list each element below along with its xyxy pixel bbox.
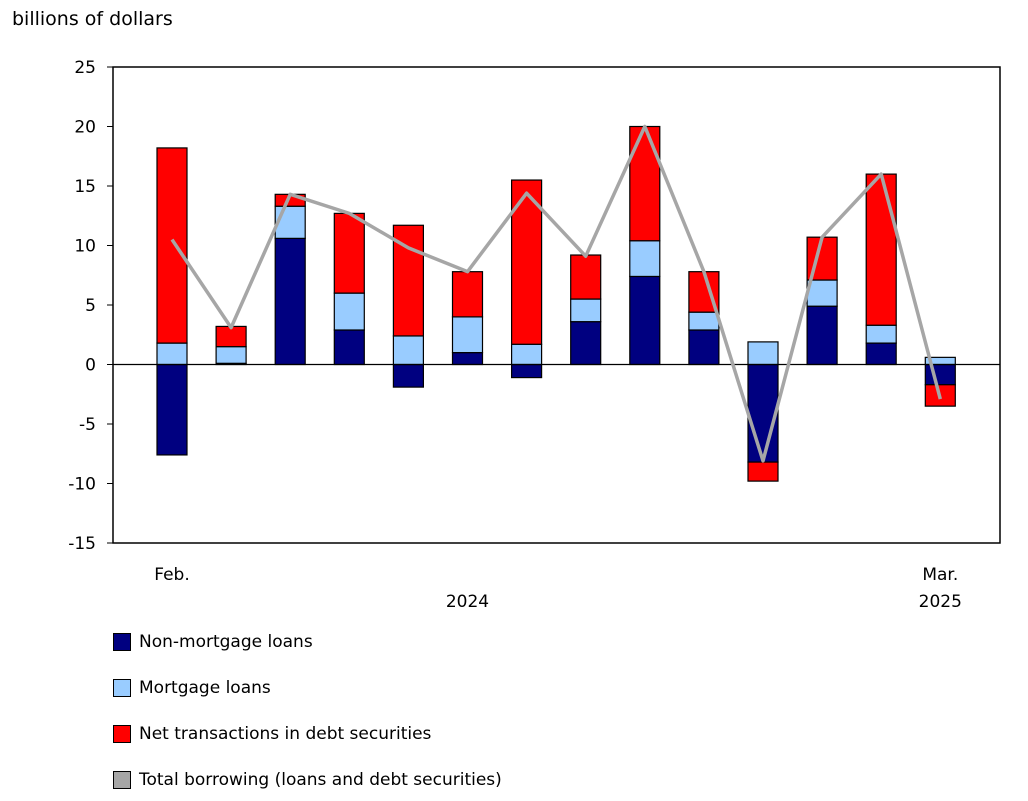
bar-1-1 [215,346,247,364]
bar-2-1 [215,325,247,348]
y-tick-label: -5 [79,415,96,435]
bar-2-7 [570,254,602,300]
legend-item: Mortgage loans [113,678,271,698]
bar-1-12 [865,324,897,344]
legend-label: Net transactions in debt securities [139,724,432,744]
bar-0-5 [451,352,484,366]
legend-swatch [113,633,131,651]
legend-item: Total borrowing (loans and debt securiti… [113,770,502,790]
bar-0-11 [806,305,838,366]
bar-2-5 [451,271,484,318]
legend-item: Net transactions in debt securities [113,724,431,744]
bar-0-6 [511,363,543,379]
bar-2-10 [747,461,779,482]
y-axis-label: billions of dollars [12,8,173,30]
bar-0-12 [865,342,897,366]
bar-0-7 [570,321,602,366]
bar-0-0 [156,363,188,456]
bar-1-10 [747,341,779,366]
bar-1-0 [156,342,188,366]
legend-swatch [113,771,131,789]
bar-0-4 [392,363,424,388]
bar-1-11 [806,279,838,307]
bar-0-10 [747,363,779,463]
total-borrowing-line [170,124,942,463]
legend-item: Non-mortgage loans [113,632,313,652]
bar-1-7 [570,298,602,323]
bar-1-5 [451,316,484,354]
bar-1-4 [392,335,424,366]
bar-1-6 [511,343,543,366]
legend-swatch [113,725,131,743]
bar-0-2 [274,237,306,366]
y-tick-label: 15 [74,177,96,197]
legend-label: Total borrowing (loans and debt securiti… [139,770,502,790]
bar-2-3 [333,212,365,294]
x-tick-month: Feb. [154,565,190,585]
bar-0-3 [333,329,365,366]
bar-1-8 [629,240,661,278]
bar-0-13 [924,363,956,386]
y-tick-label: 20 [74,118,96,138]
y-tick-label: -10 [68,475,96,495]
legend-swatch [113,679,131,697]
y-tick-label: 5 [85,296,96,316]
bar-1-2 [274,205,306,239]
bar-1-9 [688,311,720,331]
bar-1-3 [333,292,365,331]
bar-0-9 [688,329,720,366]
legend-label: Mortgage loans [139,678,271,698]
y-tick-label: 0 [85,356,96,376]
y-tick-label: 10 [74,237,96,257]
bar-2-0 [156,147,188,344]
bar-2-12 [865,173,897,326]
y-tick-label: -15 [68,534,96,554]
y-tick-label: 25 [74,58,96,78]
bar-0-8 [629,275,661,366]
x-tick-month: Mar. [922,565,958,585]
legend-label: Non-mortgage loans [139,632,313,652]
x-tick-year: 2024 [446,592,489,612]
bar-2-8 [629,125,661,242]
x-tick-year: 2025 [919,592,962,612]
